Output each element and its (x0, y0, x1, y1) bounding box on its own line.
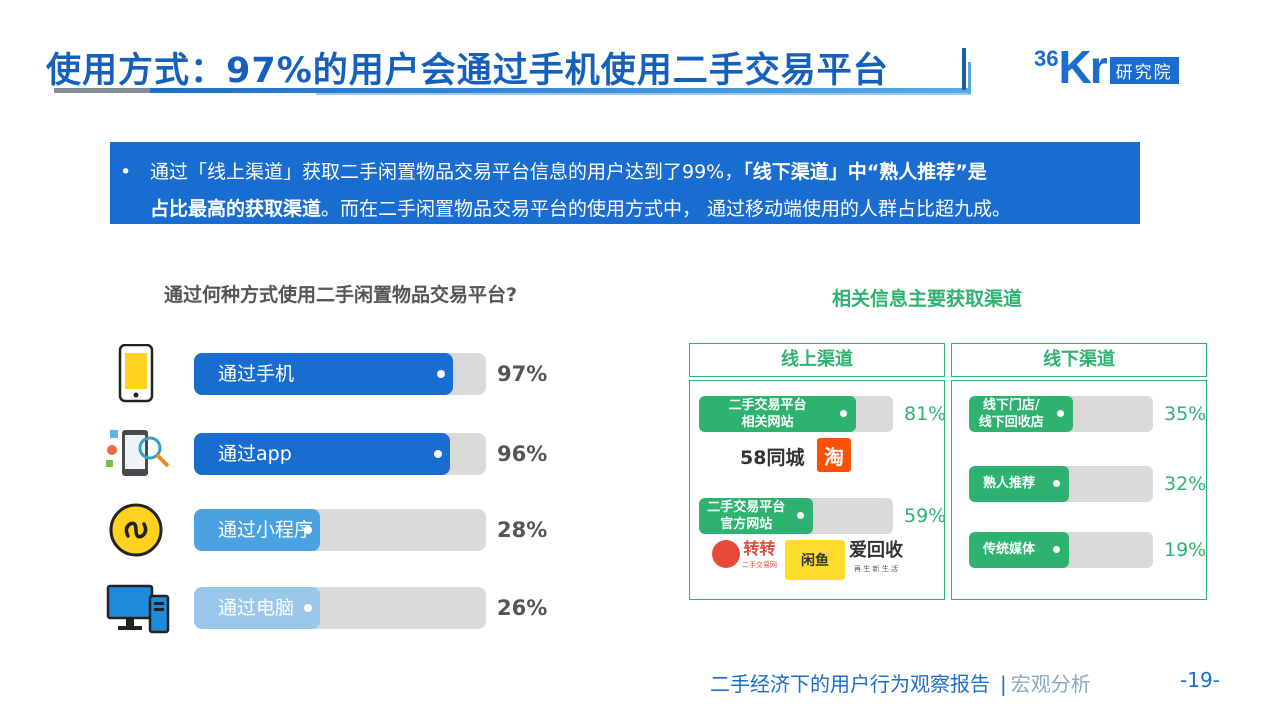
channel-bar-dot (797, 512, 805, 519)
usage-bar-track: 通过app (194, 433, 486, 475)
channel-bar-dot (1053, 480, 1060, 487)
offline-channel-header: 线下渠道 (951, 343, 1207, 377)
offline-channel-value: 32% (1164, 473, 1207, 495)
online-channel-value: 81% (904, 403, 947, 425)
offline-channel-bar-track: 熟人推荐 (969, 466, 1153, 502)
offline-channel-bar: 线下门店/线下回收店 (969, 396, 1074, 432)
offline-channel-value: 19% (1164, 539, 1207, 561)
banner-line2-normal: 。而在二手闲置物品交易平台的使用方式中， 通过移动端使用的人群占比超九成。 (321, 198, 1012, 220)
channel-bar-dot (840, 410, 848, 417)
xianyu-logo: 闲鱼 (785, 540, 845, 580)
online-channel-panel (689, 380, 945, 600)
footer-report-name: 二手经济下的用户行为观察报告 (710, 672, 990, 696)
usage-bar-value: 28% (497, 518, 548, 542)
footer-report-title: 二手经济下的用户行为观察报告 | 宏观分析 (710, 668, 1091, 697)
banner-line-1: 通过「线上渠道」获取二手闲置物品交易平台信息的用户达到了99%，「线下渠道」中“… (120, 154, 1120, 191)
online-channel-label: 二手交易平台 官方网站 (707, 500, 786, 532)
usage-bar: 通过手机 (194, 353, 454, 395)
58tongcheng-logo-text: 58同城 (740, 446, 805, 469)
online-channel-bar: 二手交易平台 官方网站 (699, 498, 814, 534)
channel-bar-dot (1053, 546, 1060, 553)
58tongcheng-logo: 58同城 (740, 441, 804, 471)
usage-bar-label: 通过app (218, 443, 292, 465)
usage-bar-track: 通过手机 (194, 353, 486, 395)
zhuanzhuan-logo: 转转 二手交易网 (742, 539, 777, 572)
usage-bar-track: 通过小程序 (194, 509, 486, 551)
online-channel-header: 线上渠道 (689, 343, 945, 377)
offline-channel-label: 传统媒体 (982, 542, 1035, 557)
usage-chart-title: 通过何种方式使用二手闲置物品交易平台? (164, 284, 518, 306)
usage-bar-label: 通过手机 (218, 363, 295, 385)
zhuanzhuan-logo-subtext: 二手交易网 (742, 561, 777, 569)
aihuishou-logo-subtext: 再 生 新 生 活 (854, 565, 898, 573)
usage-bar-track: 通过电脑 (194, 587, 486, 629)
banner-line1-normal: 通过「线上渠道」获取二手闲置物品交易平台信息的用户达到了99%， (150, 161, 744, 183)
offline-channel-label: 线下门店/线下回收店 (978, 398, 1044, 430)
usage-bar-row: 通过小程序 28% (100, 500, 560, 560)
logo-box-text: 研究院 (1109, 57, 1179, 84)
online-channel-bar-track: 二手交易平台 官方网站 (699, 498, 893, 534)
usage-bar-dot (304, 526, 312, 534)
banner-line1-bold: 「线下渠道」中“熟人推荐”是 (743, 161, 987, 183)
aihuishou-logo-text: 爱回收 (849, 540, 903, 561)
usage-bar-row: 通过手机 97% (100, 343, 560, 404)
offline-channel-bar-track: 线下门店/线下回收店 (969, 396, 1153, 432)
usage-bar-value: 97% (497, 362, 548, 386)
taobao-logo-text: 淘 (824, 444, 844, 469)
title-accent-bar (962, 48, 966, 90)
usage-bar-dot (437, 370, 446, 378)
online-channel-bar: 二手交易平台 相关网站 (699, 396, 857, 432)
logo-mark-number: 36 (1034, 46, 1059, 71)
usage-bar-row: 通过app 96% (100, 424, 560, 484)
footer-separator: | (1000, 672, 1007, 696)
offline-channel-bar: 熟人推荐 (969, 466, 1069, 502)
page-number: -19- (1180, 668, 1220, 692)
taobao-logo: 淘 (817, 438, 851, 472)
usage-bar-value: 26% (497, 596, 548, 620)
channel-bar-dot (1057, 410, 1065, 417)
banner-line2-bold: 占比最高的获取渠道 (150, 198, 322, 220)
mini-program-icon (100, 500, 172, 560)
zhuanzhuan-mascot-icon (712, 540, 740, 568)
summary-banner: • 通过「线上渠道」获取二手闲置物品交易平台信息的用户达到了99%，「线下渠道」… (110, 142, 1140, 224)
app-search-icon (100, 424, 172, 484)
logo-mark-text: Kr (1058, 41, 1107, 93)
usage-bar-row: 通过电脑 26% (100, 578, 560, 638)
offline-channel-bar-track: 传统媒体 (969, 532, 1153, 568)
title-accent-bar-2 (968, 62, 971, 94)
offline-channel-bar: 传统媒体 (969, 532, 1069, 568)
aihuishou-logo: 爱回收 再 生 新 生 活 (849, 540, 903, 576)
online-channel-label: 二手交易平台 相关网站 (728, 398, 807, 430)
phone-icon (100, 343, 172, 404)
online-channel-value: 59% (904, 505, 947, 527)
online-channel-bar-track: 二手交易平台 相关网站 (699, 396, 893, 432)
usage-bar: 通过小程序 (194, 509, 320, 551)
usage-bar-dot (434, 450, 443, 458)
offline-channel-label: 熟人推荐 (982, 476, 1035, 491)
usage-bar-dot (304, 604, 312, 612)
desktop-computer-icon (100, 578, 172, 638)
usage-bar-label: 通过小程序 (218, 519, 314, 541)
banner-bullet: • (120, 161, 132, 183)
xianyu-logo-text: 闲鱼 (801, 553, 829, 569)
usage-bar-value: 96% (497, 442, 548, 466)
offline-channel-panel (951, 380, 1207, 600)
usage-bar: 通过app (194, 433, 451, 475)
36kr-logo: 36 Kr 研究院 (1034, 40, 1179, 90)
channel-section-title: 相关信息主要获取渠道 (832, 288, 1023, 310)
title-underline-blue (150, 88, 970, 93)
usage-bar-label: 通过电脑 (218, 597, 295, 619)
zhuanzhuan-logo-text: 转转 (743, 539, 776, 558)
title-underline-grey (54, 88, 154, 93)
offline-channel-value: 35% (1164, 403, 1207, 425)
footer-section-name: 宏观分析 (1010, 672, 1091, 696)
usage-bar: 通过电脑 (194, 587, 320, 629)
page-title: 使用方式：97%的用户会通过手机使用二手交易平台 (46, 51, 889, 91)
title-underline-thin (316, 93, 970, 95)
banner-line-2: 占比最高的获取渠道。而在二手闲置物品交易平台的使用方式中， 通过移动端使用的人群… (120, 191, 1120, 228)
